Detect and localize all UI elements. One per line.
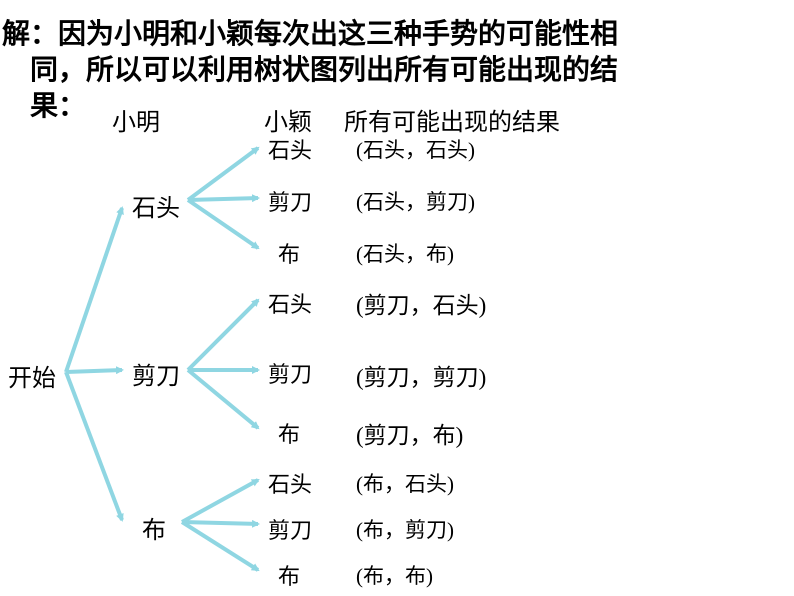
tree-arrows <box>0 0 794 596</box>
page-root: 解：因为小明和小颖每次出这三种手势的可能性相 同，所以可以利用树状图列出所有可能… <box>0 0 794 596</box>
